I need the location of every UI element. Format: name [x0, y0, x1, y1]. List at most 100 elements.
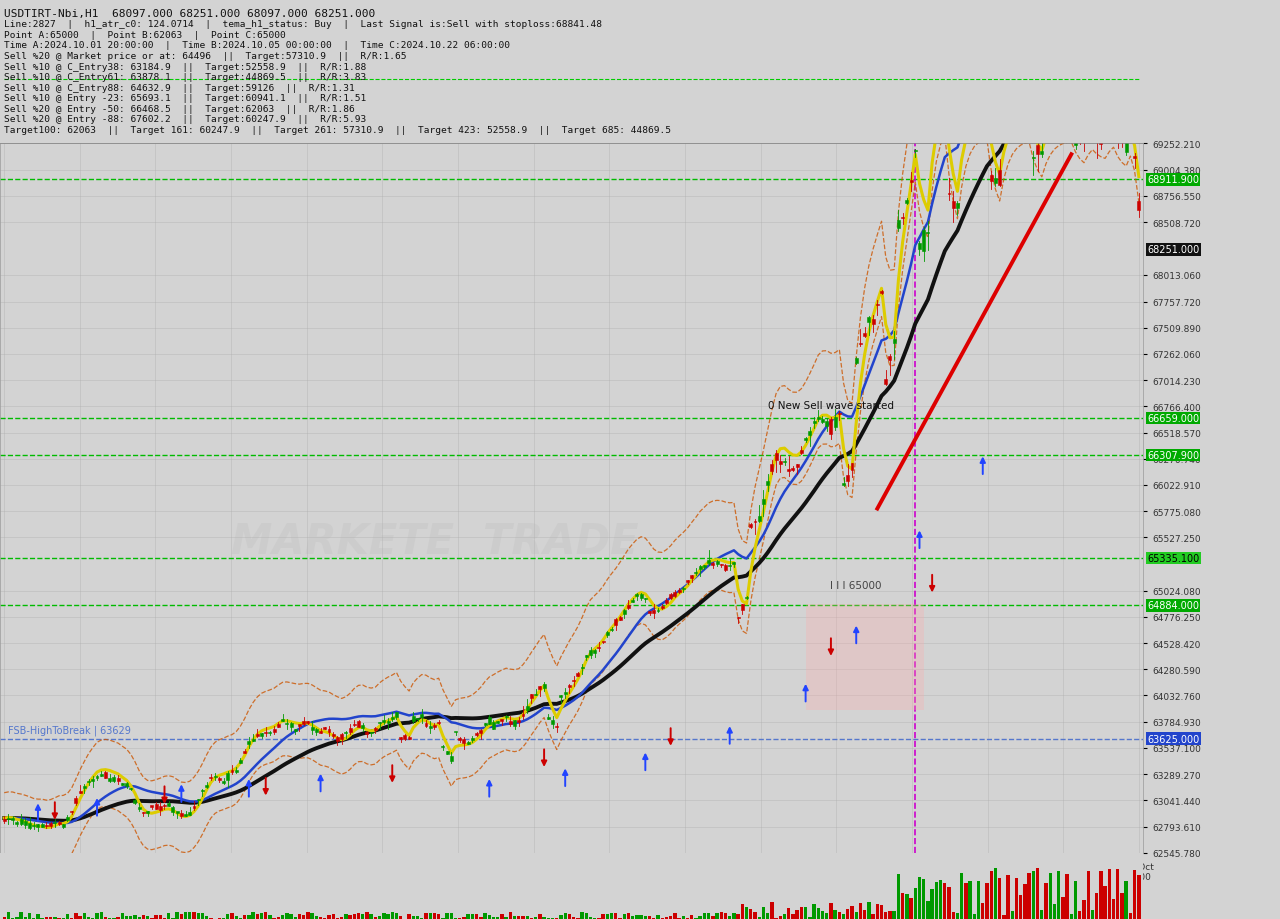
- Bar: [1002, 105, 1005, 114]
- Bar: [479, 917, 483, 919]
- Bar: [1019, 895, 1023, 919]
- Bar: [32, 824, 36, 826]
- Bar: [1083, 135, 1085, 139]
- Bar: [328, 915, 330, 919]
- Bar: [361, 725, 365, 728]
- Bar: [1015, 122, 1018, 123]
- Bar: [813, 904, 815, 919]
- Bar: [488, 914, 492, 919]
- Bar: [960, 116, 963, 126]
- Bar: [657, 914, 659, 919]
- Bar: [728, 565, 731, 567]
- Bar: [605, 632, 609, 636]
- Bar: [108, 917, 111, 919]
- Bar: [45, 825, 47, 826]
- Bar: [264, 732, 268, 733]
- Bar: [673, 593, 676, 596]
- Bar: [826, 913, 828, 919]
- Bar: [256, 913, 259, 919]
- Bar: [1066, 119, 1069, 125]
- Bar: [365, 913, 369, 919]
- Bar: [280, 915, 284, 919]
- Text: Sell %20 @ Market price or at: 64496  ||  Target:57310.9  ||  R/R:1.65: Sell %20 @ Market price or at: 64496 || …: [4, 51, 406, 61]
- Bar: [572, 680, 575, 682]
- Bar: [61, 824, 65, 827]
- Bar: [614, 913, 617, 919]
- Bar: [547, 718, 550, 719]
- Bar: [884, 912, 887, 919]
- Bar: [931, 102, 933, 108]
- Bar: [872, 914, 874, 919]
- Bar: [778, 461, 782, 465]
- Bar: [387, 721, 389, 723]
- Bar: [407, 737, 411, 739]
- Bar: [1087, 115, 1089, 131]
- Bar: [969, 880, 972, 919]
- Bar: [1129, 109, 1132, 119]
- Bar: [703, 913, 707, 919]
- Bar: [547, 918, 550, 919]
- Bar: [1048, 109, 1052, 120]
- Bar: [294, 729, 297, 732]
- Bar: [387, 913, 389, 919]
- Bar: [306, 721, 310, 723]
- Bar: [677, 917, 681, 919]
- Bar: [914, 888, 916, 919]
- Text: Sell %10 @ C_Entry88: 64632.9  ||  Target:59126  ||  R/R:1.31: Sell %10 @ C_Entry88: 64632.9 || Target:…: [4, 84, 355, 93]
- Bar: [1100, 871, 1102, 919]
- Bar: [712, 563, 714, 565]
- Bar: [1112, 114, 1115, 116]
- Bar: [3, 917, 6, 919]
- Bar: [129, 788, 132, 789]
- Bar: [247, 742, 251, 743]
- Bar: [901, 893, 904, 919]
- Bar: [521, 916, 525, 919]
- Bar: [1138, 202, 1140, 211]
- Bar: [884, 380, 887, 384]
- Bar: [686, 581, 689, 582]
- Bar: [585, 913, 588, 919]
- Bar: [539, 686, 541, 689]
- Text: Line:2827  |  h1_atr_c0: 124.0714  |  tema_h1_status: Buy  |  Last Signal is:Sel: Line:2827 | h1_atr_c0: 124.0714 | tema_h…: [4, 20, 602, 29]
- Bar: [159, 915, 163, 919]
- Bar: [867, 902, 870, 919]
- Bar: [754, 521, 756, 523]
- Bar: [293, 917, 297, 919]
- Bar: [842, 483, 845, 485]
- Bar: [438, 721, 440, 723]
- Bar: [826, 422, 828, 426]
- Bar: [635, 595, 639, 596]
- Bar: [513, 720, 516, 726]
- Bar: [1057, 871, 1060, 919]
- Bar: [1032, 158, 1034, 159]
- Bar: [876, 304, 879, 306]
- Bar: [1041, 910, 1043, 919]
- Bar: [49, 823, 52, 826]
- Bar: [888, 912, 892, 919]
- Bar: [15, 822, 18, 824]
- Bar: [1006, 117, 1010, 121]
- Bar: [390, 912, 394, 919]
- Bar: [964, 115, 968, 130]
- Bar: [1112, 899, 1115, 919]
- Bar: [995, 179, 997, 184]
- Bar: [374, 728, 376, 730]
- Bar: [276, 917, 280, 919]
- Bar: [732, 913, 736, 919]
- Bar: [15, 917, 18, 919]
- Bar: [741, 904, 744, 919]
- Bar: [302, 915, 306, 919]
- Bar: [736, 913, 740, 919]
- Bar: [905, 201, 909, 204]
- Bar: [1087, 870, 1089, 919]
- Text: 65335.100: 65335.100: [1147, 553, 1199, 563]
- Bar: [378, 721, 381, 723]
- Bar: [129, 916, 132, 919]
- Bar: [951, 912, 955, 919]
- Bar: [133, 800, 137, 803]
- Bar: [623, 610, 626, 614]
- Bar: [1116, 868, 1120, 919]
- Bar: [163, 805, 166, 807]
- Bar: [517, 916, 521, 919]
- Bar: [357, 721, 360, 727]
